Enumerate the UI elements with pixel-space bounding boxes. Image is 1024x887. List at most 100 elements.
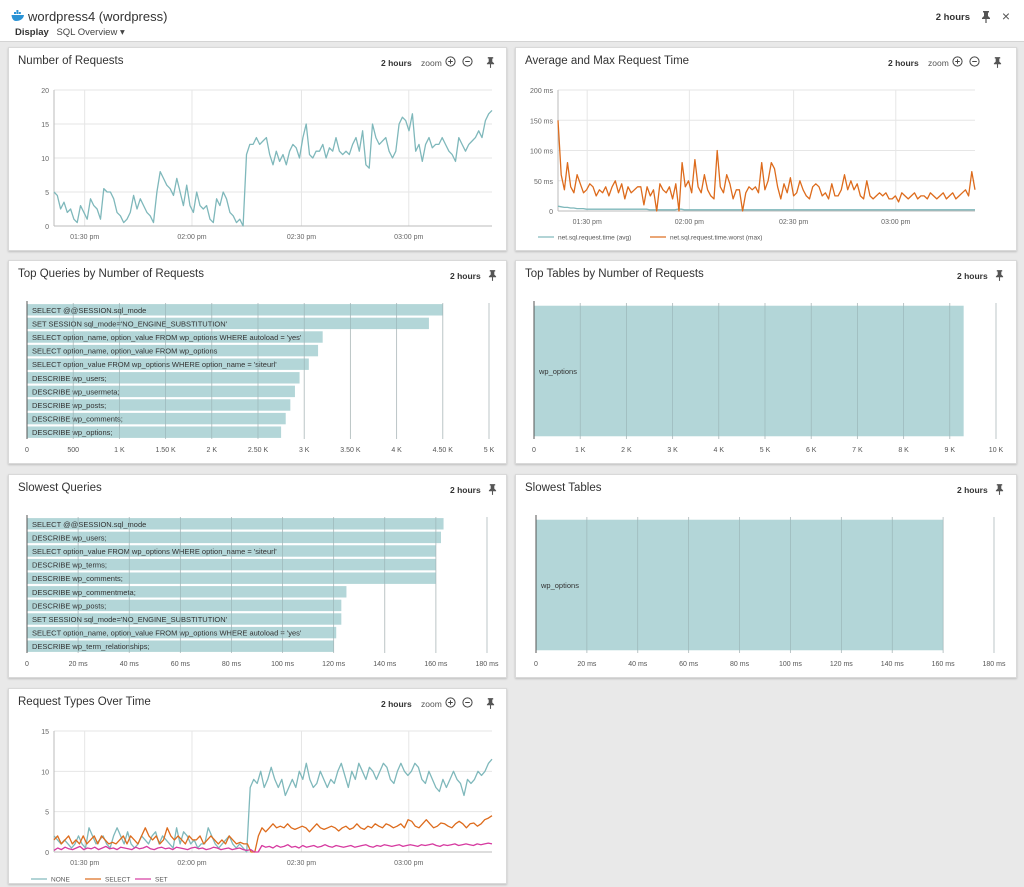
x-tick-label: 02:30 pm bbox=[287, 234, 316, 241]
x-tick-label: 02:00 pm bbox=[177, 234, 206, 241]
bar bbox=[27, 399, 291, 411]
bar-label: SET SESSION sql_mode='NO_ENGINE_SUBSTITU… bbox=[32, 319, 228, 328]
top-queries-bar-chart: 0 500 1 K 1.50 K 2 K 2.50 K 3 K 3.50 K 4 K 4.50 K… bbox=[25, 301, 495, 454]
x-tick-label: 0 bbox=[532, 447, 536, 454]
zoom-in-icon[interactable] bbox=[952, 56, 963, 67]
legend-label: NONE bbox=[51, 877, 70, 884]
bar bbox=[534, 305, 964, 437]
x-tick-label: 180 ms bbox=[983, 661, 1006, 668]
x-tick-label: 2 K bbox=[621, 447, 632, 454]
bar bbox=[27, 426, 282, 438]
x-tick-label: 3 K bbox=[299, 447, 310, 454]
zoom-out-icon[interactable] bbox=[969, 56, 980, 67]
bar-label: DESCRIBE wp_commentmeta; bbox=[32, 588, 136, 597]
close-icon[interactable]: × bbox=[1001, 8, 1010, 24]
x-tick-label: 20 ms bbox=[577, 661, 597, 668]
request-time-line-chart: 0 50 ms 100 ms 150 ms 200 ms 01:30 pm 02:00 pm… bbox=[530, 88, 976, 242]
panel-number-of-requests: Number of Requests 2 hours zoom 0 5 10 15 20… bbox=[8, 47, 507, 251]
x-tick-label: 01:30 pm bbox=[573, 219, 602, 226]
panel-request-types: Request Types Over Time 2 hours zoom 0 5 1… bbox=[8, 688, 507, 884]
x-tick-label: 120 ms bbox=[830, 661, 853, 668]
x-tick-label: 80 ms bbox=[222, 661, 242, 668]
x-tick-label: 3.50 K bbox=[340, 447, 361, 454]
request-types-line-chart: 0 5 10 15 01:30 pm 02:00 pm 02:30 pm 03:00 pm NO… bbox=[31, 729, 493, 884]
zoom-out-icon[interactable] bbox=[462, 697, 473, 708]
x-tick-label: 40 ms bbox=[120, 661, 140, 668]
x-tick-label: 8 K bbox=[898, 447, 909, 454]
x-tick-label: 5 K bbox=[484, 447, 495, 454]
pin-icon[interactable] bbox=[981, 11, 991, 23]
x-tick-label: 180 ms bbox=[476, 661, 499, 668]
x-tick-label: 03:00 pm bbox=[881, 219, 910, 226]
y-tick-label: 15 bbox=[41, 122, 49, 129]
x-tick-label: 1 K bbox=[114, 447, 125, 454]
panel-title: Number of Requests bbox=[18, 55, 124, 67]
x-tick-label: 40 ms bbox=[628, 661, 648, 668]
pin-icon[interactable] bbox=[486, 698, 495, 709]
legend-label: net.sql.request.time (avg) bbox=[558, 235, 631, 242]
x-tick-label: 2.50 K bbox=[248, 447, 269, 454]
series-line-select bbox=[53, 815, 493, 853]
time-range-label[interactable]: 2 hours bbox=[957, 485, 988, 495]
bar-label: DESCRIBE wp_usermeta; bbox=[32, 387, 120, 396]
x-tick-label: 60 ms bbox=[171, 661, 191, 668]
x-tick-label: 0 bbox=[25, 447, 29, 454]
bar-label: wp_options bbox=[540, 581, 579, 590]
sql-overview-dropdown[interactable]: SQL Overview ▾ bbox=[56, 27, 125, 38]
bar-label: SELECT @@SESSION.sql_mode bbox=[32, 520, 146, 529]
docker-icon bbox=[11, 10, 24, 21]
global-time-range[interactable]: 2 hours bbox=[935, 12, 970, 23]
zoom-in-icon[interactable] bbox=[445, 697, 456, 708]
pin-icon[interactable] bbox=[488, 270, 497, 281]
x-tick-label: 3 K bbox=[667, 447, 678, 454]
x-tick-label: 60 ms bbox=[679, 661, 699, 668]
x-tick-label: 120 ms bbox=[322, 661, 345, 668]
x-tick-label: 0 bbox=[25, 661, 29, 668]
series-line-requests bbox=[53, 109, 493, 227]
zoom-in-icon[interactable] bbox=[445, 56, 456, 67]
panel-title: Request Types Over Time bbox=[18, 696, 151, 708]
y-tick-label: 100 ms bbox=[530, 149, 553, 156]
panel-title: Average and Max Request Time bbox=[525, 55, 690, 67]
bar bbox=[27, 331, 323, 343]
x-tick-label: 80 ms bbox=[730, 661, 750, 668]
time-range-label[interactable]: 2 hours bbox=[450, 271, 481, 281]
pin-icon[interactable] bbox=[995, 484, 1004, 495]
bar-label: DESCRIBE wp_options; bbox=[32, 428, 112, 437]
display-row: Display SQL Overview ▾ bbox=[15, 27, 125, 38]
x-tick-label: 10 K bbox=[989, 447, 1004, 454]
bar-label: DESCRIBE wp_users; bbox=[32, 533, 107, 542]
y-tick-label: 0 bbox=[549, 209, 553, 216]
zoom-label: zoom bbox=[421, 58, 442, 68]
time-range-label[interactable]: 2 hours bbox=[381, 58, 412, 68]
bar-label: SELECT option_name, option_value FROM wp… bbox=[32, 333, 302, 342]
time-range-label[interactable]: 2 hours bbox=[381, 699, 412, 709]
pin-icon[interactable] bbox=[486, 57, 495, 68]
bar bbox=[27, 372, 300, 384]
y-tick-label: 5 bbox=[45, 810, 49, 817]
y-tick-label: 0 bbox=[45, 850, 49, 857]
pin-icon[interactable] bbox=[995, 270, 1004, 281]
series-line-net-sql-request-time-worst-max- bbox=[557, 120, 976, 212]
pin-icon[interactable] bbox=[993, 57, 1002, 68]
x-tick-label: 140 ms bbox=[373, 661, 396, 668]
time-range-label[interactable]: 2 hours bbox=[957, 271, 988, 281]
x-tick-label: 100 ms bbox=[271, 661, 294, 668]
x-tick-label: 5 K bbox=[760, 447, 771, 454]
bar bbox=[27, 586, 347, 598]
bar bbox=[27, 317, 429, 330]
x-tick-label: 6 K bbox=[806, 447, 817, 454]
panel-title: Top Tables by Number of Requests bbox=[525, 268, 704, 280]
x-tick-label: 4.50 K bbox=[433, 447, 454, 454]
zoom-out-icon[interactable] bbox=[462, 56, 473, 67]
time-range-label[interactable]: 2 hours bbox=[888, 58, 919, 68]
y-tick-label: 20 bbox=[41, 88, 49, 95]
x-tick-label: 03:00 pm bbox=[394, 860, 423, 867]
bar bbox=[27, 518, 444, 530]
time-range-label[interactable]: 2 hours bbox=[450, 485, 481, 495]
series-line-none bbox=[53, 758, 493, 853]
bar bbox=[27, 531, 441, 544]
bar bbox=[27, 358, 309, 370]
pin-icon[interactable] bbox=[488, 484, 497, 495]
bar bbox=[27, 304, 443, 316]
